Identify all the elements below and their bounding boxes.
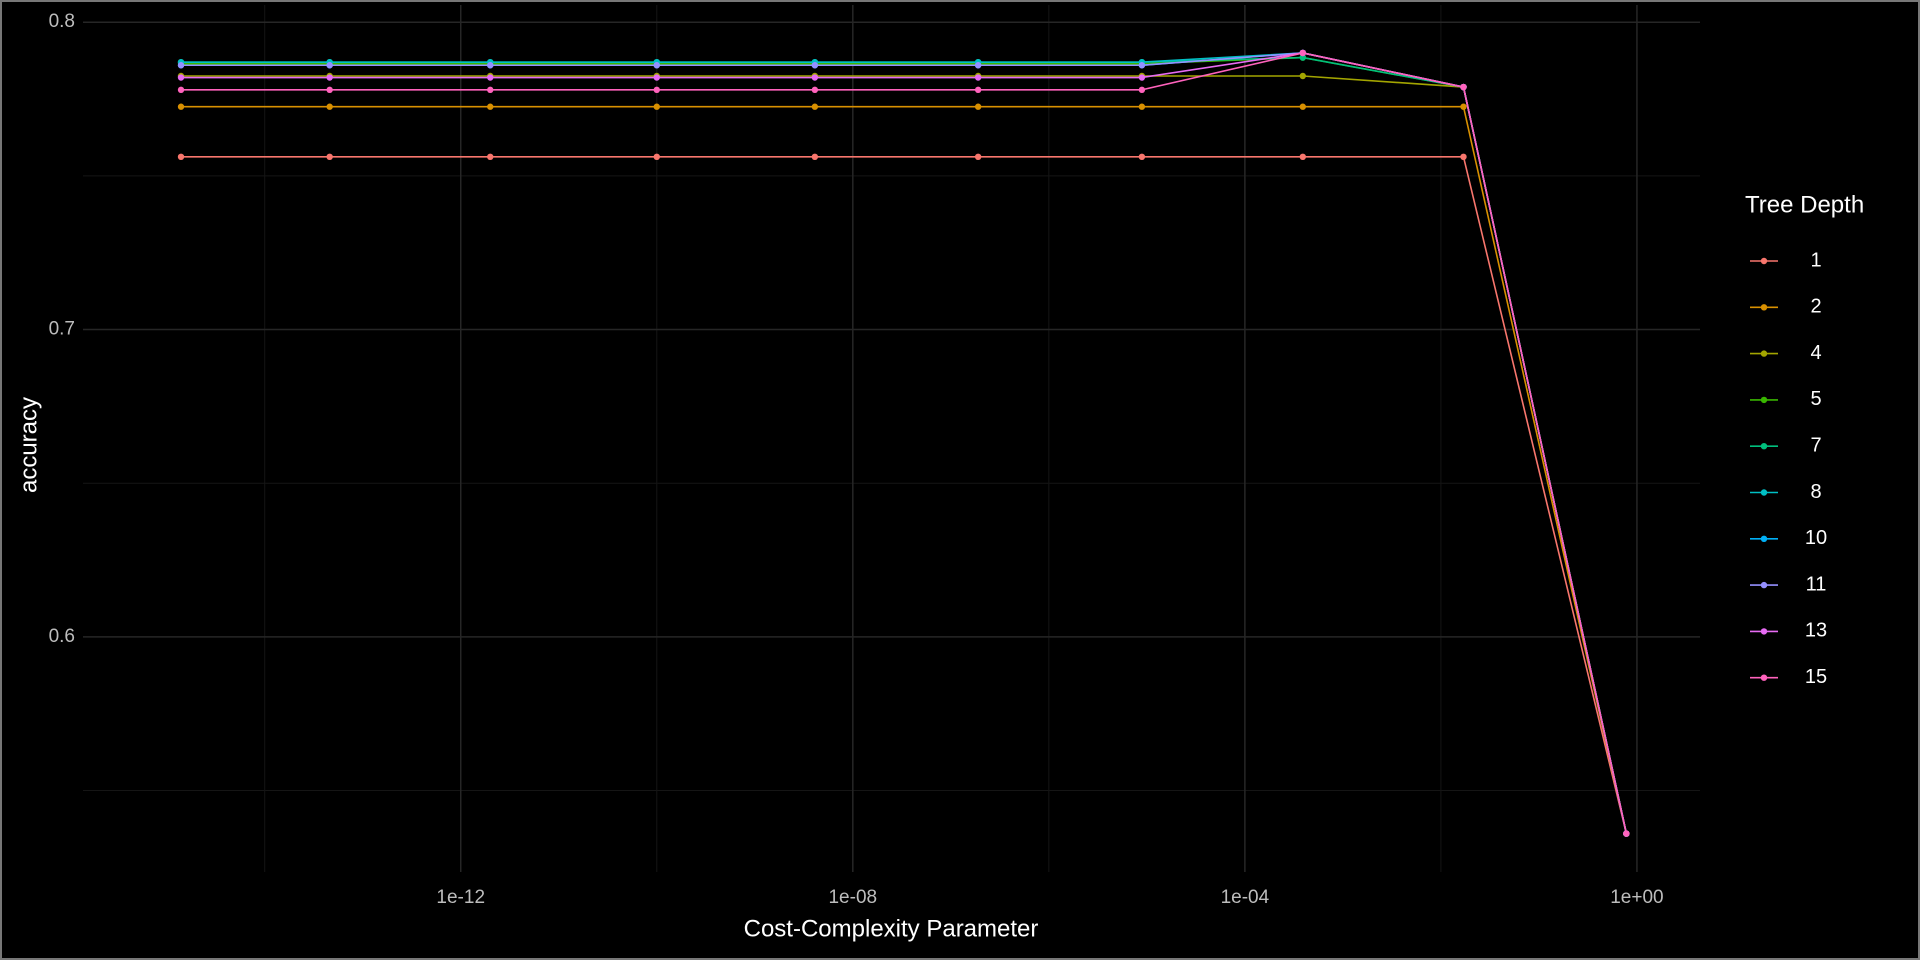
series-line bbox=[181, 75, 1628, 834]
legend-label: 11 bbox=[1806, 573, 1827, 595]
data-point bbox=[487, 86, 494, 94]
legend-point bbox=[1760, 581, 1768, 589]
legend-label: 4 bbox=[1810, 342, 1821, 364]
y-tick-label: 0.7 bbox=[49, 319, 75, 340]
y-axis-title: accuracy bbox=[15, 397, 42, 493]
data-point bbox=[177, 103, 185, 110]
data-point bbox=[811, 62, 819, 69]
legend-label: 7 bbox=[1810, 434, 1821, 456]
legend: 1 2 4 5 7 8 10 11 13 15 bbox=[1750, 249, 1827, 688]
y-tick-label: 0.8 bbox=[49, 11, 75, 32]
data-point bbox=[974, 74, 982, 81]
data-point bbox=[326, 103, 333, 110]
legend-label: 8 bbox=[1810, 481, 1821, 503]
y-tick-label: 0.6 bbox=[49, 626, 75, 647]
legend-point bbox=[1760, 443, 1768, 450]
x-tick-label: 1e-04 bbox=[1221, 887, 1270, 908]
legend-label: 5 bbox=[1810, 388, 1821, 410]
data-point bbox=[487, 62, 494, 69]
x-tick-label: 1e-08 bbox=[828, 887, 877, 908]
legend-point bbox=[1760, 257, 1768, 265]
legend-label: 2 bbox=[1810, 296, 1821, 318]
data-point bbox=[653, 153, 660, 161]
plot-area bbox=[177, 49, 1630, 837]
data-point bbox=[177, 153, 185, 161]
data-point bbox=[811, 153, 819, 161]
grid bbox=[83, 5, 1700, 872]
data-point bbox=[1138, 103, 1146, 110]
data-point bbox=[653, 62, 660, 69]
data-point bbox=[1299, 49, 1307, 57]
data-point bbox=[974, 86, 982, 94]
series-line bbox=[181, 156, 1628, 834]
data-point bbox=[487, 103, 494, 110]
data-point bbox=[1299, 103, 1307, 110]
x-axis-title: Cost-Complexity Parameter bbox=[744, 915, 1039, 942]
data-point bbox=[811, 86, 819, 94]
legend-label: 15 bbox=[1805, 666, 1827, 688]
data-point bbox=[1299, 54, 1307, 61]
legend-point bbox=[1760, 674, 1768, 681]
data-point bbox=[1623, 830, 1630, 837]
data-point bbox=[1460, 103, 1467, 110]
data-point bbox=[974, 153, 982, 161]
x-tick-label: 1e+00 bbox=[1610, 887, 1663, 908]
data-point bbox=[811, 74, 819, 81]
data-point bbox=[974, 103, 982, 110]
legend-label: 13 bbox=[1805, 620, 1827, 642]
data-point bbox=[487, 74, 494, 81]
data-point bbox=[1299, 153, 1307, 161]
data-point bbox=[1460, 153, 1467, 161]
x-tick-label: 1e-12 bbox=[436, 887, 485, 908]
data-point bbox=[653, 74, 660, 81]
data-point bbox=[177, 62, 185, 69]
legend-point bbox=[1760, 489, 1768, 496]
data-point bbox=[1460, 83, 1467, 91]
data-point bbox=[653, 86, 660, 94]
legend-point bbox=[1760, 396, 1768, 404]
data-point bbox=[1138, 86, 1146, 94]
data-point bbox=[487, 153, 494, 161]
data-point bbox=[326, 86, 333, 94]
legend-point bbox=[1760, 628, 1768, 635]
data-point bbox=[326, 62, 333, 69]
data-point bbox=[1138, 153, 1146, 161]
series-line bbox=[181, 105, 1628, 834]
legend-point bbox=[1760, 304, 1768, 311]
data-point bbox=[974, 62, 982, 69]
legend-point bbox=[1760, 535, 1768, 542]
data-point bbox=[653, 103, 660, 110]
series-line bbox=[181, 52, 1628, 834]
legend-title: Tree Depth bbox=[1745, 191, 1864, 218]
data-point bbox=[177, 74, 185, 81]
data-point bbox=[811, 103, 819, 110]
legend-label: 1 bbox=[1810, 249, 1821, 271]
legend-point bbox=[1760, 350, 1768, 357]
data-point bbox=[326, 153, 333, 161]
legend-label: 10 bbox=[1805, 527, 1827, 549]
data-point bbox=[1299, 72, 1307, 80]
data-point bbox=[1138, 74, 1146, 81]
data-point bbox=[326, 74, 333, 81]
data-point bbox=[1138, 62, 1146, 69]
data-point bbox=[177, 86, 185, 94]
